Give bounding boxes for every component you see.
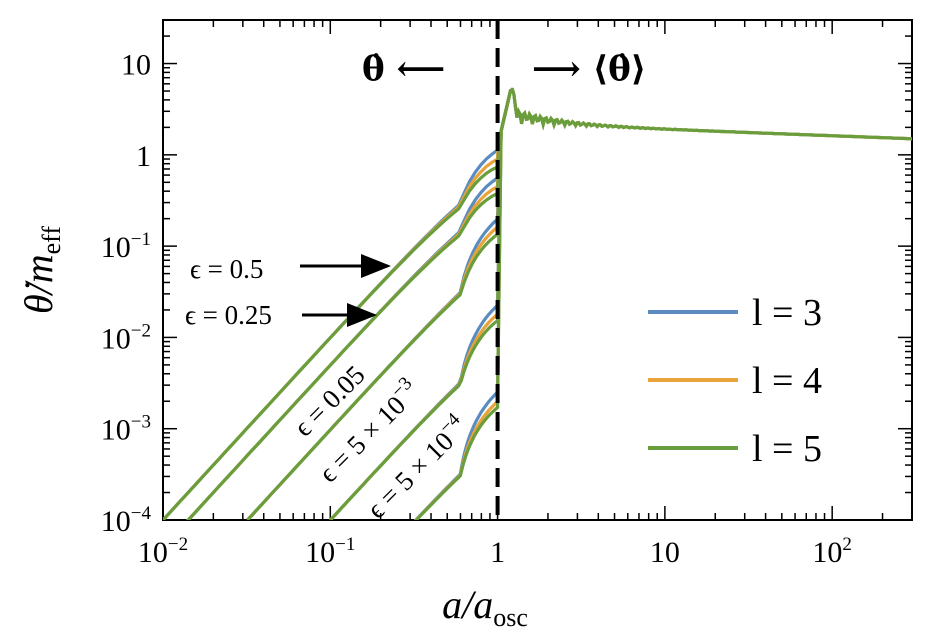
curve-eps-0.0005-l=5 bbox=[414, 89, 513, 520]
curve-eps-0.05-l=5 bbox=[246, 89, 513, 520]
y-tick-label: 10−3 bbox=[101, 412, 151, 447]
y-tick-label: 10 bbox=[121, 49, 151, 82]
curve-labels: ϵ = 0.5ϵ = 0.25ϵ = 0.05ϵ = 5 × 10−3ϵ = 5… bbox=[185, 254, 465, 524]
curve-eps-0.05-l=4 bbox=[246, 89, 513, 520]
curve-eps-0.005-l=5 bbox=[329, 89, 513, 520]
x-tick-label: 10−1 bbox=[305, 534, 355, 569]
y-tick-label: 10−2 bbox=[101, 320, 151, 355]
plateau-l=5 bbox=[510, 87, 912, 141]
tick-labels: 10−2 10−1 1 10 102 10 1 10−1 10−2 10−3 10−4 bbox=[101, 49, 852, 569]
y-tick-label: 10−1 bbox=[101, 229, 151, 264]
legend-label: l = 5 bbox=[752, 428, 822, 470]
curve-label-0: ϵ = 0.5 bbox=[190, 254, 263, 284]
x-tick-label: 1 bbox=[490, 536, 505, 569]
legend-label: l = 4 bbox=[752, 360, 822, 402]
legend: l = 3 l = 4 l = 5 bbox=[648, 292, 822, 470]
x-axis-title: a/aosc bbox=[442, 582, 528, 632]
y-tick-label: 1 bbox=[136, 140, 151, 173]
curve-eps-0.5-l=5 bbox=[163, 89, 513, 520]
plot-frame bbox=[162, 19, 913, 521]
y-axis-title: θ̇/meff bbox=[16, 226, 66, 314]
x-tick-label: 102 bbox=[812, 534, 852, 569]
y-tick-label: 10−4 bbox=[101, 503, 152, 538]
curve-eps-0.25-l=5 bbox=[186, 89, 513, 520]
x-tick-label: 10 bbox=[650, 536, 680, 569]
x-tick-label: 10−2 bbox=[138, 534, 188, 569]
curve-label-1: ϵ = 0.25 bbox=[185, 300, 272, 330]
legend-label: l = 3 bbox=[752, 292, 822, 334]
annotation-left: θ̇ ⟵ bbox=[362, 49, 445, 89]
curve-eps-0.05-l=3 bbox=[246, 89, 513, 520]
data-curves bbox=[163, 87, 912, 520]
annotation-right: ⟶ ⟨θ̇⟩ bbox=[532, 49, 646, 89]
